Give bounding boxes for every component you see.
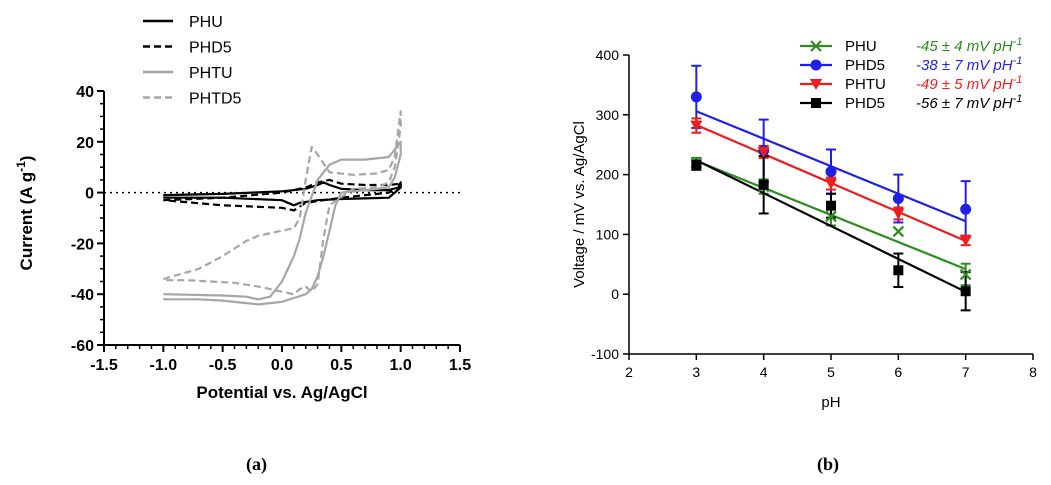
legend-slope-sup-b: -1	[1013, 93, 1023, 105]
y-tick-label-a: -40	[71, 287, 94, 304]
legend-label-a: PHU	[189, 14, 223, 31]
legend-slope-text-b: -49 ± 5 mV pH	[916, 76, 1013, 93]
x-tick-label-a: 0.0	[271, 357, 293, 374]
legend-label-a: PHTU	[189, 65, 233, 82]
y-tick-label-a: -60	[71, 338, 94, 355]
x-tick-label-a: -1.5	[90, 357, 118, 374]
data-point-b-phd5-square	[691, 160, 702, 171]
data-point-b-phd5-square	[758, 179, 769, 190]
y-tick-label-b: 0	[611, 286, 619, 302]
fit-line-b-phd5-square	[695, 159, 967, 293]
series-line-a-phd5	[163, 178, 402, 212]
x-tick-label-b: 3	[692, 364, 700, 380]
data-point-b-phd5-square	[893, 265, 904, 276]
data-point-b-phd5-square	[960, 286, 971, 297]
legend-label-a: PHTD5	[189, 91, 242, 108]
legend-label-b: PHTU	[845, 76, 886, 93]
y-axis-label-a-sup: -1	[14, 161, 28, 172]
x-tick-label-b: 8	[1029, 364, 1037, 380]
legend-slope-sup-b: -1	[1013, 36, 1023, 48]
legend-slope-sup-b: -1	[1013, 74, 1023, 86]
caption-b: (b)	[817, 454, 839, 474]
y-axis-label-a-tail: )	[17, 156, 36, 162]
data-point-b-phtu-triangle-down	[757, 146, 770, 158]
legend-label-a: PHD5	[189, 40, 232, 57]
x-tick-label-b: 5	[827, 364, 835, 380]
data-point-b-phtu-triangle-down	[892, 208, 905, 220]
data-point-b-phd5-square	[826, 200, 836, 211]
caption-a: (a)	[246, 454, 267, 474]
y-axis-label-b: Voltage / mV vs. Ag/AgCl	[571, 121, 588, 288]
series-line-a-phtu	[163, 140, 402, 306]
data-point-b-phd5-circle	[825, 166, 837, 178]
legend-label-b: PHU	[845, 38, 877, 55]
legend-slope-text-b: -38 ± 7 mV pH	[916, 57, 1013, 74]
legend-slope-b: -45 ± 4 mV pH-1	[916, 36, 1022, 55]
y-axis-label-a: Current (A g-1)	[14, 156, 36, 271]
data-point-b-phd5-circle	[960, 203, 972, 215]
x-tick-label-b: 4	[760, 364, 768, 380]
legend-marker-b	[810, 59, 822, 71]
data-point-b-phd5-circle	[892, 193, 904, 205]
y-tick-label-a: 40	[76, 84, 94, 101]
legend-label-b: PHD5	[845, 95, 885, 112]
y-tick-label-b: 200	[596, 167, 620, 183]
y-axis-label-a-main: Current (A g	[17, 172, 36, 271]
series-line-a-phtd5	[162, 110, 402, 296]
legend-slope-b: -38 ± 7 mV pH-1	[916, 55, 1022, 74]
x-tick-label-a: 0.5	[330, 357, 352, 374]
legend-marker-b	[810, 79, 822, 90]
x-axis-label-a: Potential vs. Ag/AgCl	[196, 383, 367, 402]
x-tick-label-a: -0.5	[209, 357, 237, 374]
data-point-b-phu-x	[892, 225, 905, 238]
series-line-a-phu	[163, 181, 402, 207]
legend-slope-sup-b: -1	[1013, 55, 1023, 67]
legend-slope-text-b: -56 ± 7 mV pH	[916, 95, 1013, 112]
x-tick-label-a: 1.0	[390, 357, 412, 374]
y-tick-label-b: 400	[596, 47, 620, 63]
data-point-b-phd5-circle	[690, 91, 702, 103]
legend-label-b: PHD5	[845, 57, 885, 74]
data-point-b-phtu-triangle-down	[959, 235, 972, 247]
legend-marker-b	[811, 98, 821, 108]
legend-slope-b: -56 ± 7 mV pH-1	[916, 93, 1022, 112]
data-point-b-phtu-triangle-down	[690, 120, 703, 132]
data-point-b-phu-x	[825, 210, 837, 223]
y-tick-label-b: 300	[596, 107, 620, 123]
x-tick-label-b: 2	[625, 364, 633, 380]
x-tick-label-b: 6	[894, 364, 902, 380]
legend-marker-b	[810, 40, 822, 52]
x-tick-label-b: 7	[962, 364, 970, 380]
data-point-b-phu-x	[959, 268, 972, 281]
y-tick-label-a: 0	[85, 186, 94, 203]
y-tick-label-b: -100	[591, 346, 619, 362]
data-point-b-phtu-triangle-down	[825, 178, 837, 190]
y-tick-label-b: 100	[596, 226, 620, 242]
x-tick-label-a: 1.5	[449, 357, 471, 374]
y-tick-label-a: 20	[76, 135, 94, 152]
legend-slope-b: -49 ± 5 mV pH-1	[916, 74, 1022, 93]
y-tick-label-a: -20	[71, 236, 94, 253]
x-tick-label-a: -1.0	[150, 357, 178, 374]
legend-slope-text-b: -45 ± 4 mV pH	[916, 38, 1013, 55]
x-axis-label-b: pH	[821, 394, 840, 411]
